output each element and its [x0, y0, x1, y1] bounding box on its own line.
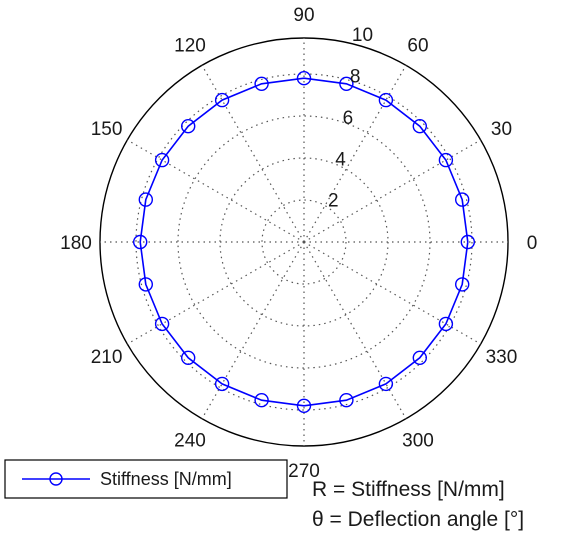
data-point	[154, 152, 170, 168]
theta-tick-label: 30	[491, 119, 512, 140]
grid-ring	[135, 73, 473, 411]
theta-tick-label: 150	[91, 119, 123, 140]
data-point	[214, 92, 230, 108]
legend-label: Stiffness [N/mm]	[100, 469, 232, 489]
grid-spoke	[303, 139, 481, 243]
data-point	[254, 76, 269, 92]
data-point	[138, 277, 154, 292]
data-point	[254, 393, 269, 408]
data-point	[460, 234, 475, 250]
data-point	[296, 398, 312, 413]
grid-spoke	[201, 241, 305, 419]
data-point	[154, 316, 170, 332]
r-label-note: R = Stiffness [N/mm]	[312, 478, 505, 501]
grid-spoke	[303, 241, 407, 419]
data-point	[412, 118, 427, 134]
polar-grid	[99, 37, 509, 447]
theta-tick-label: 90	[293, 5, 314, 26]
grid-spoke	[127, 241, 305, 345]
grid-spoke	[303, 65, 407, 243]
data-point	[378, 376, 394, 392]
grid-ring	[177, 115, 431, 369]
theta-tick-label: 300	[402, 430, 434, 451]
theta-tick-label: 60	[407, 36, 428, 57]
theta-tick-label: 330	[486, 347, 518, 368]
data-point	[438, 316, 454, 332]
theta-tick-label: 270	[288, 461, 320, 482]
data-point	[132, 234, 148, 250]
grid-spoke	[303, 241, 481, 345]
theta-tick-label: 180	[60, 233, 92, 254]
data-point	[138, 192, 154, 207]
data-point	[214, 376, 230, 392]
data-point	[180, 118, 196, 134]
data-point	[455, 192, 470, 207]
data-point	[339, 76, 354, 92]
legend: Stiffness [N/mm]	[4, 459, 288, 499]
data-point	[438, 152, 454, 168]
r-tick-label: 8	[350, 67, 361, 88]
r-tick-label: 6	[343, 108, 354, 129]
grid-ring	[261, 199, 347, 285]
r-tick-label: 4	[335, 149, 346, 170]
data-point	[412, 350, 427, 365]
data-point	[455, 277, 470, 292]
data-point	[378, 92, 394, 108]
theta-tick-label: 120	[174, 36, 206, 57]
series-layer	[132, 70, 475, 413]
theta-label-note: θ = Deflection angle [°]	[312, 508, 524, 531]
data-point	[339, 393, 354, 408]
r-tick-label: 2	[328, 191, 339, 212]
theta-tick-label: 0	[527, 233, 538, 254]
grid-spoke	[201, 65, 305, 243]
r-tick-label: 10	[352, 25, 373, 46]
theta-tick-label: 240	[174, 430, 206, 451]
data-point	[180, 350, 196, 365]
grid-spoke	[127, 139, 305, 243]
series-line	[139, 77, 469, 407]
data-point	[296, 70, 312, 86]
tick-labels: 0 30 60 90 120 150 180 210 240 270 300 330 2 4 6 8 10	[60, 5, 537, 482]
theta-tick-label: 210	[91, 347, 123, 368]
legend-marker	[49, 472, 63, 486]
